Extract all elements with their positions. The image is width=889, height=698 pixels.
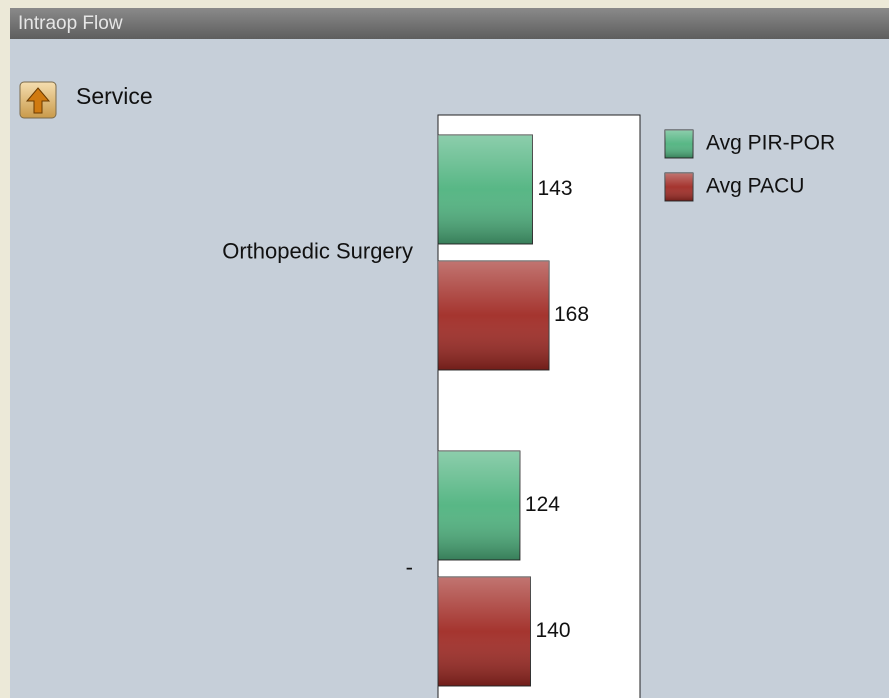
panel-title: Intraop Flow xyxy=(18,13,123,34)
legend-swatch-shine xyxy=(665,130,693,158)
breadcrumb[interactable]: Service xyxy=(76,83,153,109)
category-label: Orthopedic Surgery xyxy=(222,238,413,263)
legend-label: Avg PIR-POR xyxy=(706,132,835,155)
value-label: 168 xyxy=(554,303,589,326)
legend-label: Avg PACU xyxy=(706,175,804,198)
value-label: 143 xyxy=(537,177,572,200)
bar-shine xyxy=(438,261,549,370)
up-button[interactable] xyxy=(19,81,57,119)
category-label: - xyxy=(406,554,413,579)
bar-shine xyxy=(438,451,520,560)
panel-title-bar xyxy=(10,8,889,39)
legend-swatch-shine xyxy=(665,173,693,201)
value-label: 124 xyxy=(525,493,560,516)
value-label: 140 xyxy=(536,619,571,642)
bar-shine xyxy=(438,577,531,686)
bar-shine xyxy=(438,135,533,244)
up-arrow[interactable] xyxy=(25,87,51,114)
